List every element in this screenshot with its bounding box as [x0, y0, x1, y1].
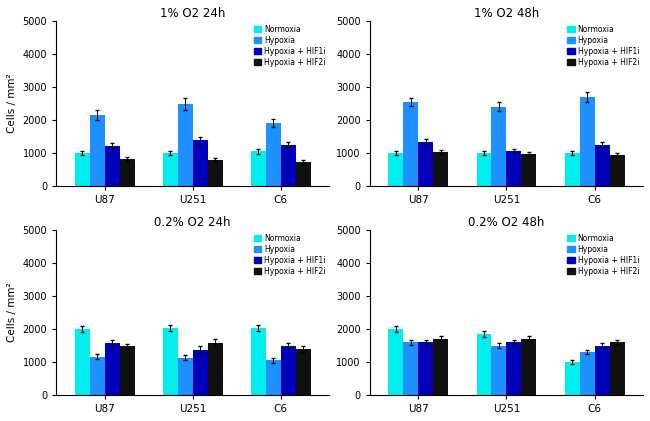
Bar — [296, 162, 311, 186]
Bar — [389, 329, 404, 395]
Bar — [208, 160, 223, 186]
Bar — [177, 358, 193, 395]
Y-axis label: Cells / mm²: Cells / mm² — [7, 74, 17, 133]
Bar — [90, 115, 105, 186]
Bar — [565, 362, 580, 395]
Title: 1% O2 48h: 1% O2 48h — [474, 7, 539, 20]
Bar — [251, 151, 266, 186]
Bar — [506, 151, 521, 186]
Bar — [506, 342, 521, 395]
Bar — [404, 342, 419, 395]
Bar — [476, 153, 491, 186]
Title: 0.2% O2 24h: 0.2% O2 24h — [155, 216, 231, 229]
Bar — [595, 145, 610, 186]
Bar — [580, 97, 595, 186]
Legend: Normoxia, Hypoxia, Hypoxia + HIF1i, Hypoxia + HIF2i: Normoxia, Hypoxia, Hypoxia + HIF1i, Hypo… — [566, 232, 641, 277]
Bar — [404, 102, 419, 186]
Bar — [521, 154, 536, 186]
Bar — [105, 147, 120, 186]
Bar — [177, 104, 193, 186]
Bar — [120, 346, 135, 395]
Legend: Normoxia, Hypoxia, Hypoxia + HIF1i, Hypoxia + HIF2i: Normoxia, Hypoxia, Hypoxia + HIF1i, Hypo… — [252, 24, 327, 68]
Bar — [521, 339, 536, 395]
Bar — [434, 152, 448, 186]
Bar — [476, 334, 491, 395]
Bar — [610, 342, 625, 395]
Bar — [75, 329, 90, 395]
Bar — [610, 155, 625, 186]
Y-axis label: Cells / mm²: Cells / mm² — [7, 283, 17, 342]
Bar — [193, 141, 208, 186]
Bar — [251, 328, 266, 395]
Bar — [75, 153, 90, 186]
Bar — [491, 107, 506, 186]
Bar — [208, 343, 223, 395]
Bar — [120, 159, 135, 186]
Bar — [419, 342, 434, 395]
Bar — [162, 153, 177, 186]
Bar — [266, 360, 281, 395]
Bar — [595, 346, 610, 395]
Legend: Normoxia, Hypoxia, Hypoxia + HIF1i, Hypoxia + HIF2i: Normoxia, Hypoxia, Hypoxia + HIF1i, Hypo… — [566, 24, 641, 68]
Bar — [193, 349, 208, 395]
Title: 0.2% O2 48h: 0.2% O2 48h — [468, 216, 545, 229]
Legend: Normoxia, Hypoxia, Hypoxia + HIF1i, Hypoxia + HIF2i: Normoxia, Hypoxia, Hypoxia + HIF1i, Hypo… — [252, 232, 327, 277]
Bar — [105, 343, 120, 395]
Title: 1% O2 24h: 1% O2 24h — [160, 7, 226, 20]
Bar — [491, 346, 506, 395]
Bar — [281, 346, 296, 395]
Bar — [266, 123, 281, 186]
Bar — [565, 153, 580, 186]
Bar — [434, 339, 448, 395]
Bar — [389, 153, 404, 186]
Bar — [90, 357, 105, 395]
Bar — [296, 349, 311, 395]
Bar — [419, 142, 434, 186]
Bar — [580, 352, 595, 395]
Bar — [162, 328, 177, 395]
Bar — [281, 145, 296, 186]
